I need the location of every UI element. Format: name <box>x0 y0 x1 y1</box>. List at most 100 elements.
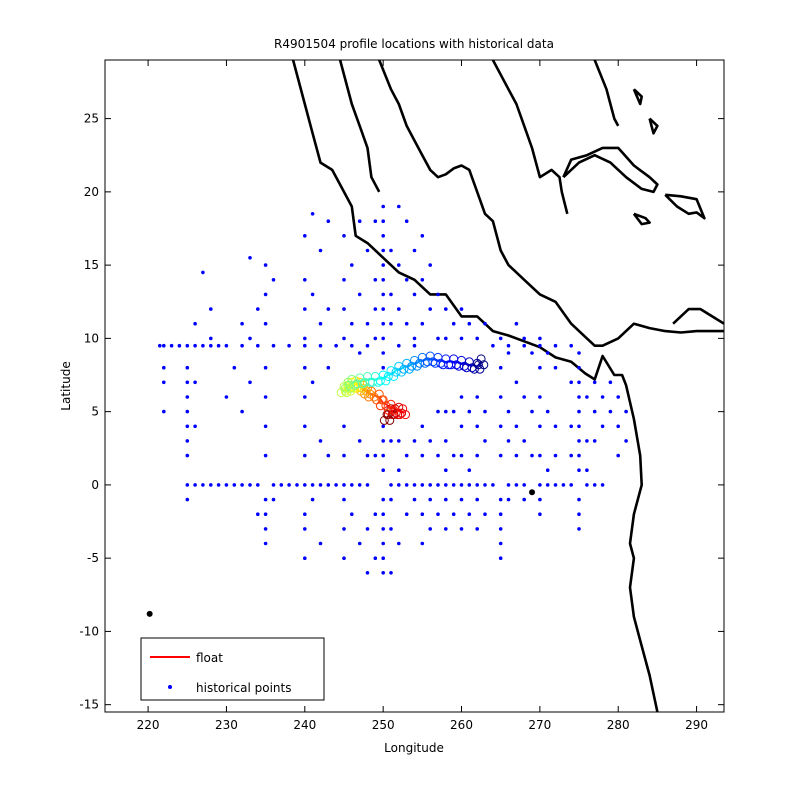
historical-point <box>342 497 346 502</box>
y-tick-label: 5 <box>91 405 99 419</box>
historical-point <box>326 365 331 370</box>
historical-point <box>389 321 393 326</box>
historical-point <box>444 307 448 311</box>
historical-point <box>397 541 401 546</box>
historical-point <box>303 278 307 282</box>
historical-point <box>475 424 480 429</box>
historical-point <box>397 439 401 443</box>
historical-point <box>381 365 386 370</box>
historical-point <box>201 483 205 487</box>
historical-point <box>506 439 511 443</box>
historical-point <box>342 483 346 487</box>
float-profile-marker <box>389 405 399 415</box>
historical-point <box>475 483 480 487</box>
historical-point <box>177 343 182 348</box>
historical-point <box>185 483 190 487</box>
historical-point <box>303 483 307 487</box>
historical-point <box>381 234 386 238</box>
historical-point <box>365 248 370 253</box>
float-profile-marker <box>394 361 404 371</box>
historical-point <box>397 307 401 311</box>
coastline <box>672 307 724 325</box>
historical-point <box>318 343 323 348</box>
historical-point <box>381 321 386 326</box>
historical-point <box>255 343 260 348</box>
historical-point <box>381 439 386 443</box>
historical-point <box>420 424 425 429</box>
historical-point <box>397 204 401 209</box>
historical-point <box>608 409 613 414</box>
historical-point <box>592 439 597 443</box>
float-profile-marker <box>375 376 385 386</box>
historical-point <box>444 439 448 443</box>
historical-point <box>326 453 331 458</box>
historical-point <box>498 395 503 399</box>
historical-point <box>381 541 386 546</box>
historical-point <box>381 424 386 429</box>
historical-point <box>381 351 386 355</box>
historical-point <box>498 497 503 502</box>
historical-point <box>616 424 620 429</box>
float-profile-marker <box>401 410 410 420</box>
historical-point <box>303 336 307 341</box>
historical-point <box>420 483 425 487</box>
x-axis: 220 230 240 250 260 270 280 290 <box>137 60 708 732</box>
historical-point <box>483 409 487 414</box>
historical-point <box>600 424 605 429</box>
historical-point <box>389 571 393 575</box>
historical-point <box>389 439 393 443</box>
float-profile-marker <box>404 364 414 374</box>
historical-point <box>350 343 354 348</box>
historical-point <box>224 483 229 487</box>
float-profile-marker <box>377 395 387 405</box>
historical-point <box>451 512 456 516</box>
historical-point <box>592 409 597 414</box>
historical-point <box>498 453 503 458</box>
historical-point <box>530 453 534 458</box>
historical-point <box>240 409 244 414</box>
historical-point <box>506 483 511 487</box>
historical-point <box>483 483 487 487</box>
historical-point <box>381 263 386 267</box>
plot-area <box>146 60 724 712</box>
historical-point <box>522 343 526 348</box>
historical-point <box>389 497 393 502</box>
historical-point <box>569 483 573 487</box>
float-profile-marker <box>395 410 405 420</box>
historical-point <box>209 336 213 341</box>
historical-point <box>467 512 472 516</box>
historical-point <box>585 439 589 443</box>
historical-point <box>263 365 268 370</box>
historical-point <box>404 219 409 223</box>
historical-point <box>381 292 386 297</box>
historical-point <box>600 483 605 487</box>
historical-point <box>185 409 190 414</box>
historical-point <box>263 424 268 429</box>
historical-point <box>538 497 542 502</box>
historical-point <box>303 424 307 429</box>
historical-point <box>365 453 370 458</box>
historical-point <box>365 321 370 326</box>
historical-point <box>201 270 205 275</box>
historical-point <box>185 439 190 443</box>
historical-point <box>577 512 581 516</box>
historical-point <box>263 527 268 531</box>
historical-point <box>538 336 542 341</box>
historical-point <box>475 527 480 531</box>
historical-point <box>506 351 511 355</box>
historical-point <box>577 409 581 414</box>
historical-point <box>381 453 386 458</box>
historical-point <box>303 307 307 311</box>
historical-point <box>404 512 409 516</box>
historical-point <box>459 483 464 487</box>
historical-point <box>577 395 581 399</box>
historical-point <box>514 483 519 487</box>
historical-point <box>404 483 409 487</box>
x-tick-label: 250 <box>372 718 395 732</box>
float-profile-marker <box>386 399 396 409</box>
historical-point <box>428 497 433 502</box>
historical-point <box>436 292 440 297</box>
historical-point <box>271 497 276 502</box>
y-tick-label: 10 <box>84 331 99 345</box>
historical-point <box>350 263 354 267</box>
